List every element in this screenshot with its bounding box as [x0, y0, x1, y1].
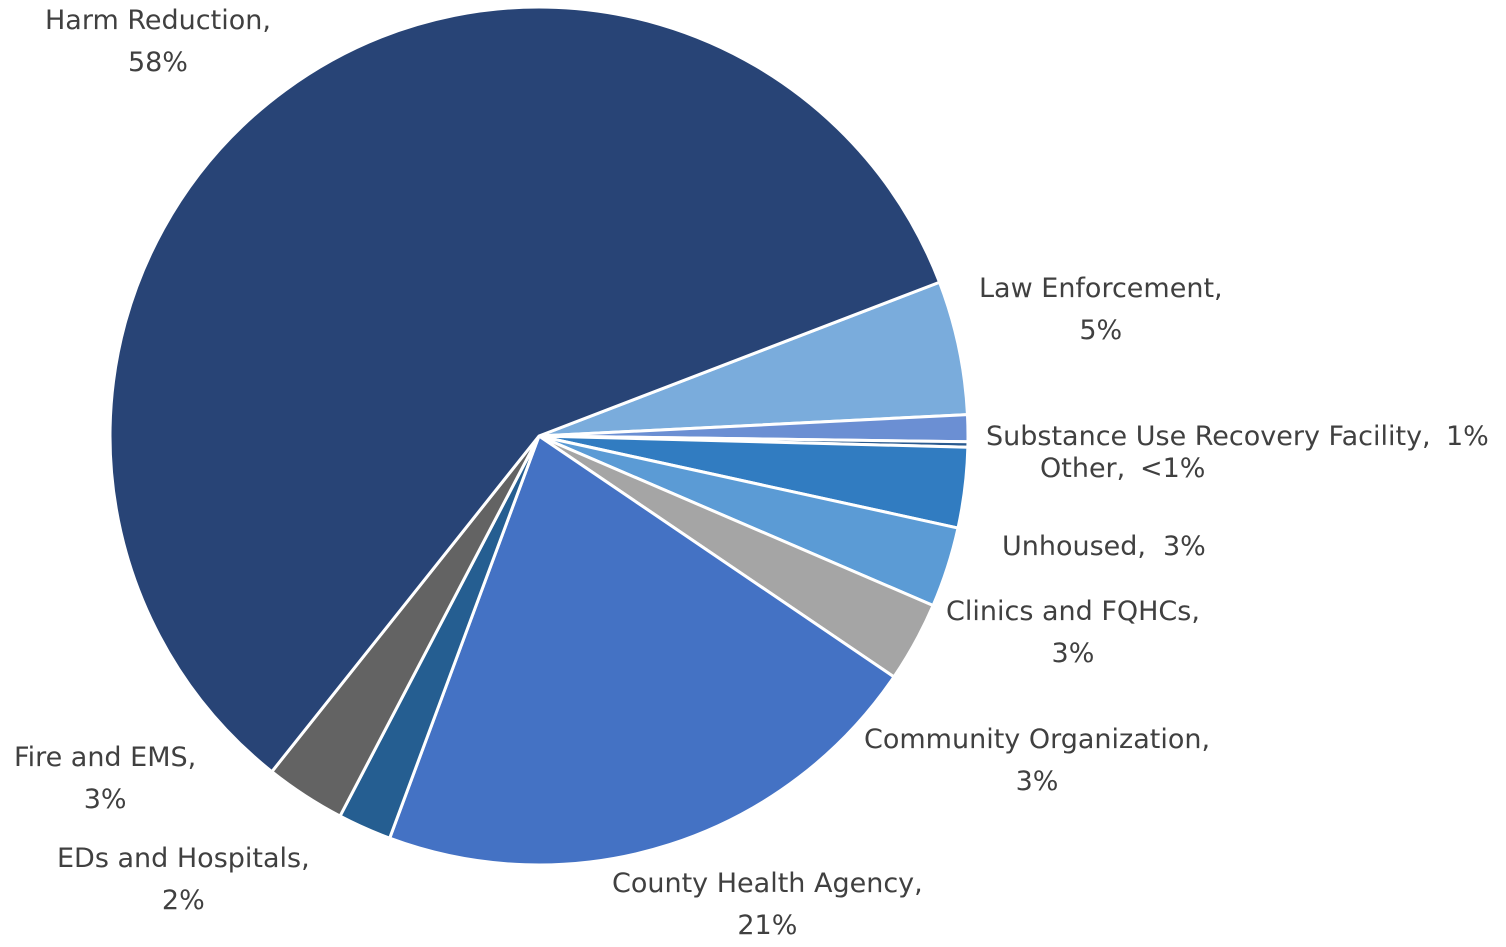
label-county-health-name: County Health Agency,	[612, 868, 923, 899]
label-substance-use: Substance Use Recovery Facility,	[986, 416, 1431, 458]
label-substance-use-name: Substance Use Recovery Facility,	[986, 421, 1431, 452]
label-community-org-name: Community Organization,	[864, 724, 1211, 755]
label-other: Other,	[1040, 448, 1125, 490]
label-community-org-value: 3%	[1015, 766, 1059, 797]
label-clinics: Clinics and FQHCs, 3%	[946, 591, 1200, 675]
label-clinics-value: 3%	[1051, 638, 1095, 669]
label-unhoused-value: 3%	[1163, 531, 1206, 562]
label-community-org: Community Organization, 3%	[864, 719, 1210, 803]
pie-slice-county-health-agency	[388, 434, 896, 867]
label-unhoused: Unhoused,	[1002, 526, 1146, 568]
label-county-health: County Health Agency, 21%	[612, 863, 923, 947]
label-fire-ems-name: Fire and EMS,	[14, 742, 197, 773]
label-harm-reduction: Harm Reduction, 58%	[45, 0, 271, 84]
label-other-name: Other,	[1040, 453, 1126, 484]
label-harm-reduction-value: 58%	[127, 47, 188, 78]
label-law-enforcement: Law Enforcement, 5%	[979, 268, 1223, 352]
label-clinics-name: Clinics and FQHCs,	[946, 596, 1200, 627]
label-fire-ems-value: 3%	[83, 784, 127, 815]
label-substance-use-value-wrap: 1%	[1446, 416, 1489, 458]
label-law-enforcement-value: 5%	[1079, 315, 1123, 346]
label-eds-hospitals: EDs and Hospitals, 2%	[57, 838, 310, 922]
label-other-value: <1%	[1140, 453, 1206, 484]
label-law-enforcement-name: Law Enforcement,	[979, 273, 1223, 304]
label-county-health-value: 21%	[737, 910, 798, 941]
label-fire-ems: Fire and EMS, 3%	[14, 737, 196, 821]
pie-slice-harm-reduction	[108, 5, 942, 774]
label-harm-reduction-name: Harm Reduction,	[45, 5, 271, 36]
label-eds-hospitals-value: 2%	[161, 885, 205, 916]
label-eds-hospitals-name: EDs and Hospitals,	[57, 843, 310, 874]
label-other-value-wrap: <1%	[1140, 448, 1205, 490]
label-unhoused-value-wrap: 3%	[1163, 526, 1206, 568]
label-substance-use-value: 1%	[1446, 421, 1489, 452]
label-unhoused-name: Unhoused,	[1002, 531, 1147, 562]
